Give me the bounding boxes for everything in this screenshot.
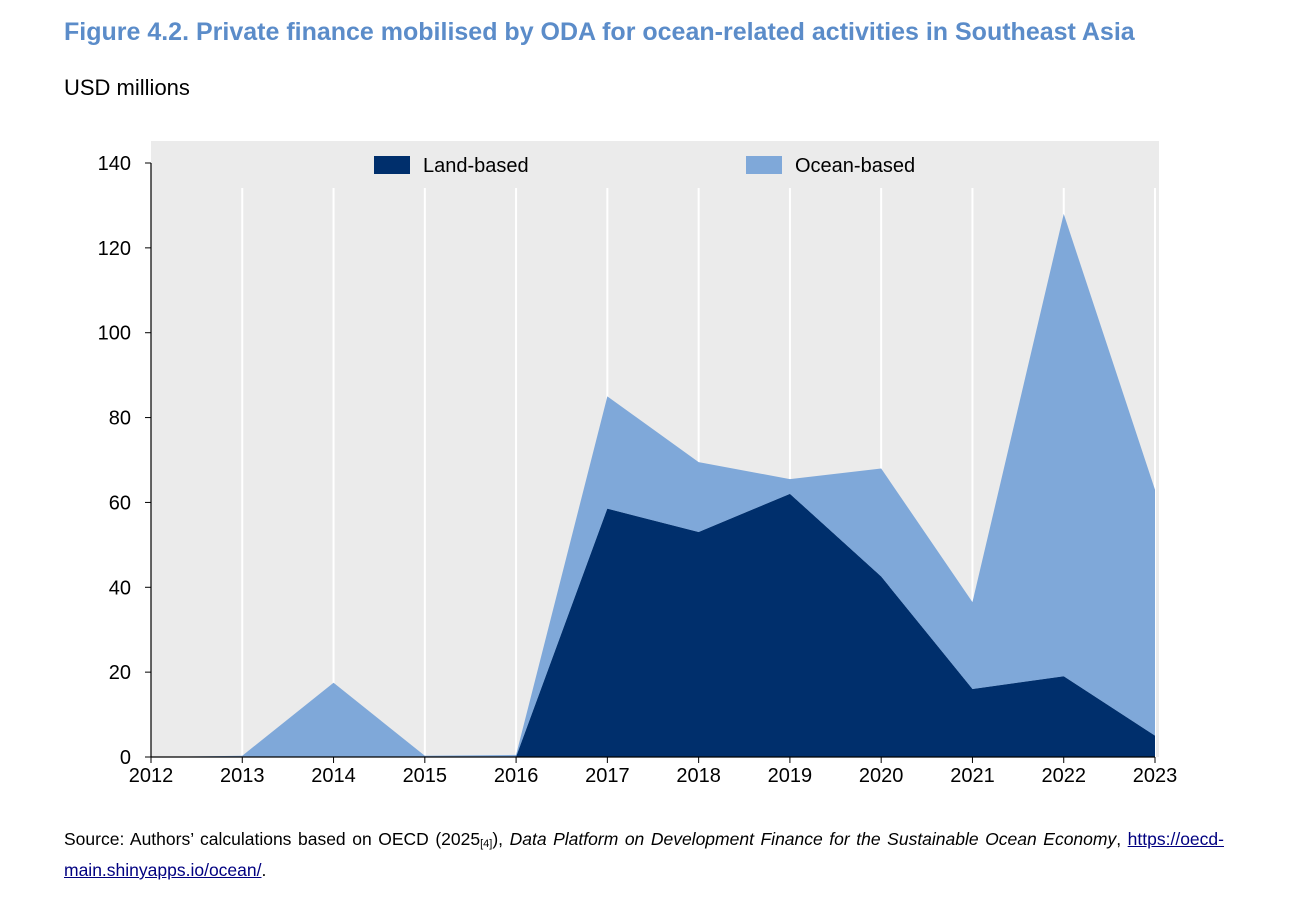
x-tick-label-2021: 2021 (950, 765, 995, 787)
y-tick-label-0: 0 (120, 747, 131, 769)
x-tick-label-2015: 2015 (403, 765, 448, 787)
x-tick-label-2012: 2012 (129, 765, 174, 787)
x-tick-label-2018: 2018 (676, 765, 721, 787)
area-land-based-overlay (151, 493, 1155, 757)
y-tick-label-40: 40 (109, 577, 131, 599)
legend-swatch-land-based (374, 156, 410, 174)
source-ref: [4] (480, 838, 493, 850)
area-ocean-based (151, 213, 1155, 757)
source-prefix: Source: Authors’ calculations based on O… (64, 829, 481, 849)
x-tick-label-2023: 2023 (1133, 765, 1178, 787)
legend-swatch-ocean-based (746, 156, 782, 174)
y-tick-label-120: 120 (98, 238, 131, 260)
y-tick-label-140: 140 (98, 153, 131, 175)
source-title: Data Platform on Development Finance for… (509, 829, 1117, 849)
figure-title: Figure 4.2. Private finance mobilised by… (64, 18, 1135, 46)
source-mid: ), (492, 829, 510, 849)
x-tick-label-2014: 2014 (311, 765, 356, 787)
source-link[interactable]: https://oecd-main.shinyapps.io/ocean/ (64, 829, 1224, 880)
x-tick-label-2020: 2020 (859, 765, 904, 787)
figure-subtitle: USD millions (64, 75, 190, 100)
x-tick-label-2017: 2017 (585, 765, 630, 787)
legend-label-land-based: Land-based (423, 155, 529, 177)
legend-label-ocean-based: Ocean-based (795, 155, 915, 177)
y-tick-label-80: 80 (109, 408, 131, 430)
source-note: Source: Authors’ calculations based on O… (64, 826, 1224, 883)
x-tick-label-2016: 2016 (494, 765, 539, 787)
y-tick-label-20: 20 (109, 662, 131, 684)
y-tick-label-60: 60 (109, 492, 131, 514)
x-tick-label-2019: 2019 (768, 765, 813, 787)
source-end: . (261, 860, 267, 880)
source-comma: , (1116, 829, 1122, 849)
y-tick-label-100: 100 (98, 323, 131, 345)
x-tick-label-2013: 2013 (220, 765, 265, 787)
area-chart: 0 20 40 60 80 100 120 140 2012 2013 2014 2015 2016 20… (98, 141, 1178, 787)
x-tick-label-2022: 2022 (1041, 765, 1086, 787)
